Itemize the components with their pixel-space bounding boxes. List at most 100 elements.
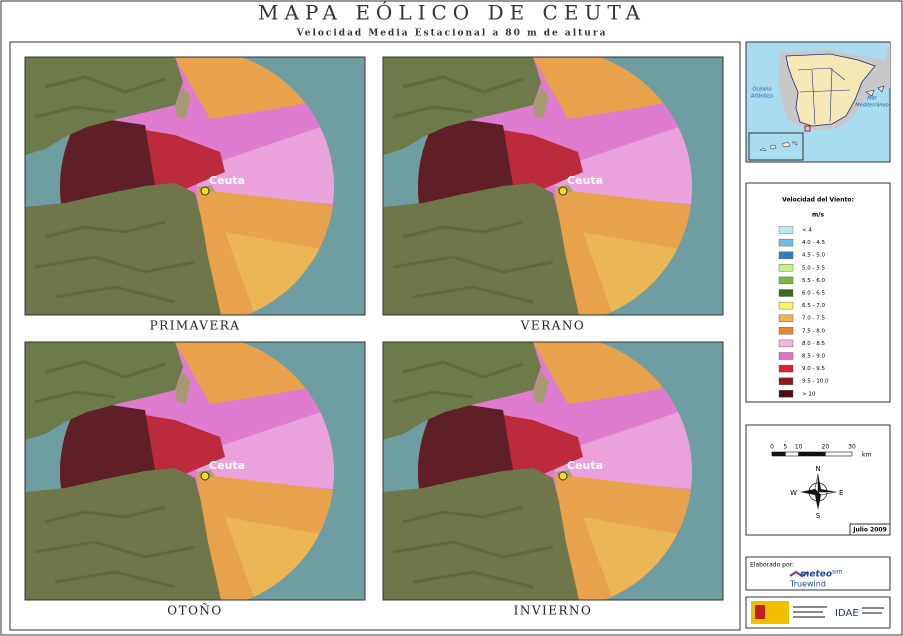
ceuta-marker <box>200 186 210 196</box>
legend-label: 8.0 - 8.5 <box>802 341 825 347</box>
inset-canary-box <box>748 132 804 161</box>
wind-map <box>24 56 366 316</box>
gibraltar <box>175 87 191 119</box>
inset-ceuta-box <box>804 125 811 132</box>
legend-label: 6.5 - 7.0 <box>802 303 825 309</box>
place-label: Ceuta <box>567 174 603 187</box>
credits: Elaborado por: meteo sim Truewind IDAE <box>745 556 891 629</box>
legend-label: 4.0 - 4.5 <box>802 240 825 246</box>
legend-swatch <box>778 390 794 398</box>
scale-segment <box>798 451 826 457</box>
compass-west: W <box>790 489 797 497</box>
inset-spain <box>785 53 876 127</box>
wind-map <box>382 56 724 316</box>
scale-box: km N S W E Julio 2009 0 5 10 20 30 <box>745 424 891 536</box>
scale-tick-label: 5 <box>783 444 787 451</box>
legend-label: 8.5 - 9.0 <box>802 354 825 360</box>
logo-sim: sim <box>832 569 843 576</box>
date-box <box>849 523 891 536</box>
place-label: Ceuta <box>209 459 245 472</box>
ceuta-marker <box>558 186 568 196</box>
legend-box <box>745 182 891 403</box>
legend-swatch <box>778 238 794 247</box>
legend-label: 7.0 - 7.5 <box>802 316 825 322</box>
gibraltar <box>533 87 549 119</box>
logo-meteo: meteo <box>800 570 832 580</box>
ceuta-marker <box>200 471 210 481</box>
inset-islands <box>865 85 885 97</box>
legend-label: 4.5 - 5.0 <box>802 253 825 259</box>
sponsor: IDAE <box>835 608 859 619</box>
place-label: Ceuta <box>209 174 245 187</box>
season-label: OTOÑO <box>167 603 223 618</box>
land-south <box>25 183 221 315</box>
inset-sea-label: Mar <box>867 96 877 102</box>
legend-swatch <box>778 314 794 322</box>
place-label: Ceuta <box>567 459 603 472</box>
main-frame <box>9 41 741 631</box>
legend-swatch <box>778 264 794 272</box>
season-label: INVIERNO <box>514 604 593 618</box>
season-panel: Ceuta <box>382 341 724 601</box>
legend-label: < 4 <box>802 228 812 234</box>
season-label: VERANO <box>520 319 585 333</box>
inset-ocean-label: Atlántico <box>750 93 773 100</box>
legend-swatch <box>778 339 794 348</box>
legend-label: 5.0 - 5.5 <box>802 265 825 271</box>
legend-title: Velocidad del Viento: <box>782 197 854 204</box>
scale-tick-label: 10 <box>795 444 803 451</box>
season-panel: Ceuta <box>24 341 366 601</box>
wind-map <box>24 341 366 601</box>
scale-tick-label: 30 <box>848 444 856 451</box>
inset-ocean-label: Océano <box>752 86 771 93</box>
legend-swatch <box>778 364 794 373</box>
title: MAPA EÓLICO DE CEUTA <box>258 0 646 25</box>
credits-label: Elaborado por: <box>750 562 794 569</box>
season-panel: Ceuta <box>24 56 366 316</box>
season-label: PRIMAVERA <box>150 319 241 333</box>
legend-label: 9.5 - 10.0 <box>802 379 829 385</box>
logo-truewind: Truewind <box>789 580 826 589</box>
legend: Velocidad del Viento: m/s < 4 4.0 - 4.5 4.… <box>745 182 891 403</box>
legend-label: 7.5 - 8.0 <box>802 328 825 334</box>
land-south <box>25 468 221 600</box>
scale-tick-label: 20 <box>822 444 830 451</box>
scale-unit: km <box>862 452 871 459</box>
scale-segment <box>825 451 853 457</box>
gibraltar <box>175 372 191 404</box>
legend-label: 5.5 - 6.0 <box>802 278 825 284</box>
ceuta-marker <box>558 471 568 481</box>
legend-swatch <box>778 327 794 335</box>
subtitle: Velocidad Media Estacional a 80 m de alt… <box>296 29 608 39</box>
legend-swatch <box>778 276 794 285</box>
legend-label: 9.0 - 9.5 <box>802 366 825 372</box>
date: Julio 2009 <box>852 527 887 534</box>
land-south <box>383 468 579 600</box>
legend-swatch <box>778 289 794 297</box>
legend-swatch <box>778 226 794 234</box>
panels: Ceuta PRIMAVERA <box>24 56 724 618</box>
compass-east: E <box>839 489 843 497</box>
scale-segment <box>771 451 786 457</box>
legend-swatch <box>778 251 794 259</box>
legend-label: 6.0 - 6.5 <box>802 291 825 297</box>
gibraltar <box>533 372 549 404</box>
scale-tick-label: 0 <box>770 444 774 451</box>
inset-map: Océano Atlántico Mar Mediterráneo <box>745 41 891 163</box>
season-panel: Ceuta <box>382 56 724 316</box>
legend-swatch <box>778 377 794 385</box>
compass-north: N <box>815 465 820 473</box>
land-south <box>383 183 579 315</box>
credits-box <box>745 556 891 591</box>
inset-sea-label: Mediterráneo <box>855 102 888 109</box>
legend-swatch <box>778 301 794 310</box>
scale-segment <box>785 451 799 457</box>
legend-label: > 10 <box>802 391 816 397</box>
legend-unit: m/s <box>812 212 824 219</box>
legend-swatch <box>778 352 794 360</box>
compass-south: S <box>816 512 821 520</box>
wind-map <box>382 341 724 601</box>
compass <box>800 473 837 510</box>
